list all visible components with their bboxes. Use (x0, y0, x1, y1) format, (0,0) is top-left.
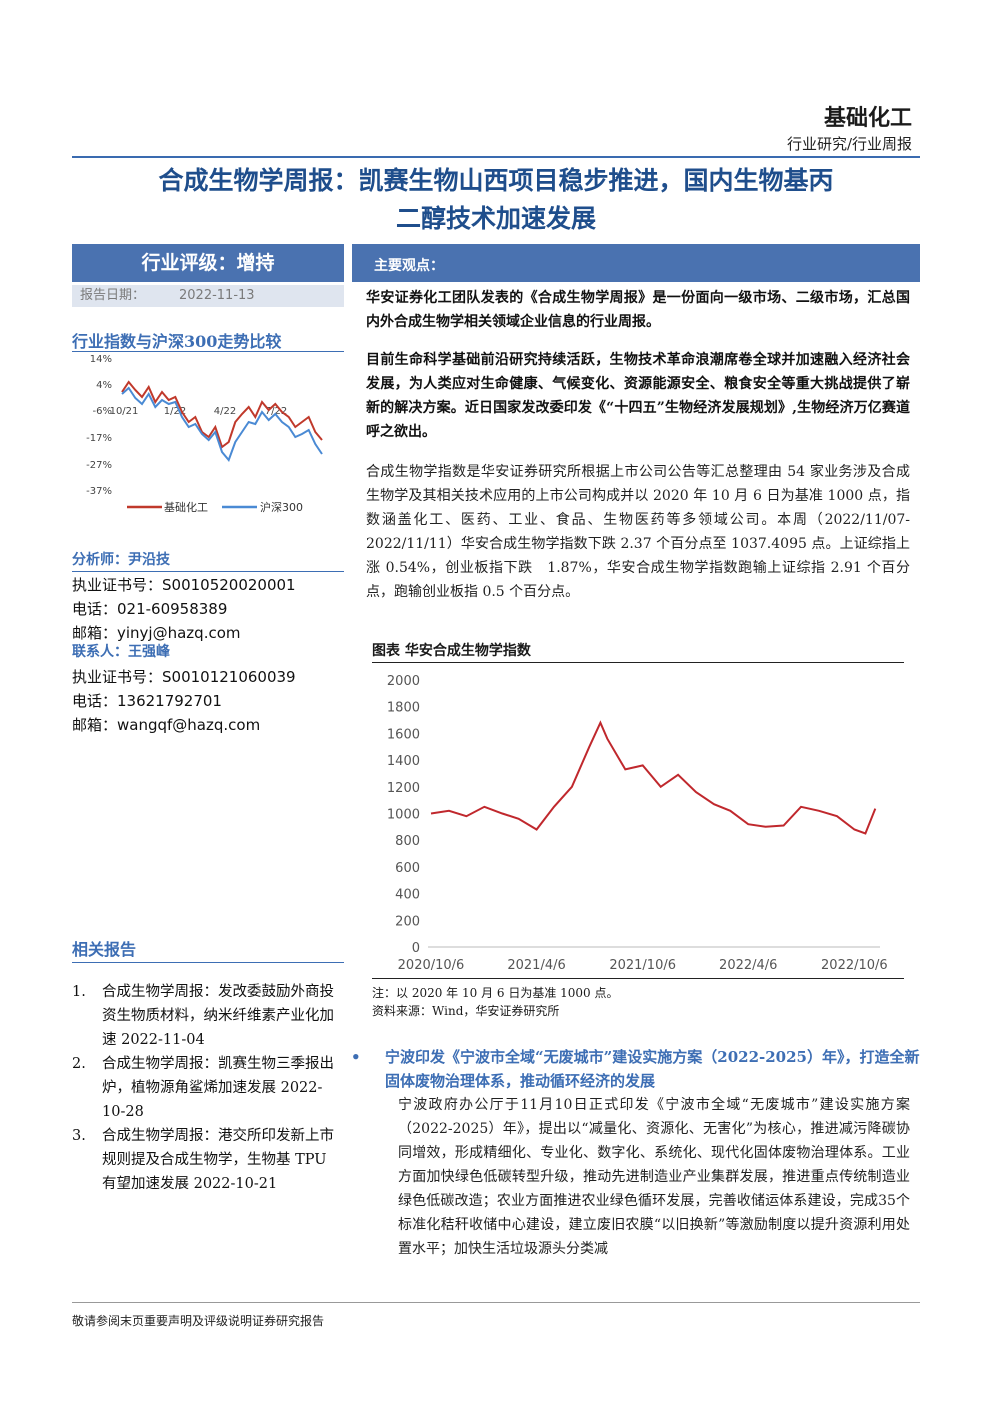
chart-title-rule (372, 662, 904, 663)
related-rule (72, 962, 344, 963)
report-title: 合成生物学周报：凯赛生物山西项目稳步推进，国内生物基丙 二醇技术加速发展 (72, 162, 920, 238)
y-tick-label: 1200 (387, 781, 420, 796)
contact-info: 执业证书号：S0010121060039 电话：13621792701 邮箱：w… (72, 665, 344, 737)
date-label: 报告日期： (80, 288, 146, 303)
x-tick-label: 2020/10/6 (398, 958, 465, 973)
related-num: 3. (72, 1128, 86, 1144)
chart-source: 资料来源：Wind，华安证券研究所 (372, 1004, 560, 1018)
mini-x-tick: 4/22 (214, 406, 236, 417)
legend-hs300: 沪深300 (260, 500, 303, 514)
date-value: 2022-11-13 (179, 288, 255, 303)
related-num: 2. (72, 1056, 86, 1072)
mini-series-hs300 (121, 386, 323, 462)
index-series-line (430, 720, 877, 835)
x-tick-label: 2021/10/6 (609, 958, 676, 973)
related-num: 1. (72, 984, 86, 1000)
mini-y-tick: -17% (86, 433, 112, 444)
related-text: 合成生物学周报：港交所印发新上市规则提及合成生物学，生物基 TPU 有望加速发展… (102, 1128, 334, 1192)
title-line-2: 二醇技术加速发展 (395, 204, 596, 233)
related-text: 合成生物学周报：发改委鼓励外商投资生物质材料，纳米纤维素产业化加速 2022-1… (102, 984, 334, 1048)
report-type: 行业研究/行业周报 (786, 135, 912, 153)
y-tick-label: 1800 (387, 701, 420, 716)
analyst-info: 执业证书号：S0010520020001 电话：021-60958389 邮箱：… (72, 573, 344, 645)
y-tick-label: 800 (395, 834, 420, 849)
mini-x-tick: 1/22 (164, 406, 186, 417)
y-tick-label: 2000 (387, 674, 420, 689)
related-item[interactable]: 3. 合成生物学周报：港交所印发新上市规则提及合成生物学，生物基 TPU 有望加速… (72, 1124, 342, 1196)
y-tick-label: 1600 (387, 727, 420, 742)
y-tick-label: 1000 (387, 808, 420, 823)
chart-bottom-rule (372, 978, 904, 979)
mini-chart-rule (72, 351, 344, 352)
bullet-icon: • (351, 1048, 361, 1066)
y-tick-label: 400 (395, 888, 420, 903)
rating-box: 行业评级：增持 (72, 244, 344, 282)
related-item[interactable]: 2. 合成生物学周报：凯赛生物三季报出炉，植物源角鲨烯加速发展 2022-10-2… (72, 1052, 342, 1124)
header-rule (72, 156, 920, 158)
analyst-phone: 电话：021-60958389 (72, 600, 228, 618)
y-tick-label: 600 (395, 861, 420, 876)
chart-title: 图表 华安合成生物学指数 (372, 643, 531, 659)
intro-paragraph: 华安证券化工团队发表的《合成生物学周报》是一份面向一级市场、二级市场，汇总国内外… (366, 290, 910, 330)
industry-label: 基础化工 (823, 105, 912, 131)
mini-y-tick: 14% (90, 354, 112, 365)
contact-email[interactable]: 邮箱：wangqf@hazq.com (72, 716, 261, 734)
index-chart: 0 200 400 600 800 1000 1200 1400 1600 1800 2000 20… (387, 674, 888, 973)
x-tick-label: 2021/4/6 (507, 958, 565, 973)
news-item: • 宁波印发《宁波市全域“无废城市”建设实施方案（2022-2025）年》，打造… (351, 1045, 920, 1093)
contact-cert: 执业证书号：S0010121060039 (72, 668, 296, 686)
index-paragraph: 合成生物学指数是华安证券研究所根据上市公司公告等汇总整理由 54 家业务涉及合成… (366, 464, 910, 600)
footer-rule (72, 1302, 920, 1303)
analyst-cert: 执业证书号：S0010520020001 (72, 576, 296, 594)
x-tick-label: 2022/4/6 (719, 958, 777, 973)
report-date: 报告日期： 2022-11-13 (72, 285, 344, 307)
x-tick-label: 2022/10/6 (821, 958, 888, 973)
footer-text: 敬请参阅末页重要声明及评级说明证券研究报告 (72, 1314, 325, 1328)
analyst-email[interactable]: 邮箱：yinyj@hazq.com (72, 624, 241, 642)
mini-chart: 14% 4% -6% -17% -27% -37% 10/21 1/22 4/22 7/22 基… (86, 354, 323, 514)
mini-chart-title: 行业指数与沪深300走势比较 (72, 332, 282, 351)
title-line-1: 合成生物学周报：凯赛生物山西项目稳步推进，国内生物基丙 (158, 166, 834, 195)
y-tick-label: 1400 (387, 754, 420, 769)
y-tick-label: 0 (412, 941, 420, 956)
analyst-heading: 分析师：尹沿技 (72, 552, 170, 568)
context-paragraph: 目前生命科学基础前沿研究持续活跃，生物技术革命浪潮席卷全球并加速融入经济社会发展… (366, 352, 910, 440)
legend-industry: 基础化工 (164, 500, 208, 514)
main-view-header: 主要观点： (352, 244, 920, 282)
y-tick-label: 200 (395, 914, 420, 929)
contact-heading: 联系人：王强峰 (72, 644, 170, 660)
related-item[interactable]: 1. 合成生物学周报：发改委鼓励外商投资生物质材料，纳米纤维素产业化加速 2022… (72, 980, 342, 1052)
analyst-rule (72, 571, 344, 572)
contact-phone: 电话：13621792701 (72, 692, 222, 710)
mini-x-tick: 7/22 (265, 406, 287, 417)
mini-y-tick: -37% (86, 486, 112, 497)
related-heading: 相关报告 (72, 940, 137, 959)
mini-y-tick: -6% (93, 406, 112, 417)
mini-y-tick: -27% (86, 460, 112, 471)
news-body: 宁波政府办公厅于11月10日正式印发《宁波市全域“无废城市”建设实施方案（202… (398, 1097, 910, 1257)
mini-series-industry (121, 380, 323, 449)
related-list: 1. 合成生物学周报：发改委鼓励外商投资生物质材料，纳米纤维素产业化加速 2022… (72, 980, 342, 1196)
news-heading: 宁波印发《宁波市全域“无废城市”建设实施方案（2022-2025）年》，打造全新… (385, 1048, 920, 1090)
related-text: 合成生物学周报：凯赛生物三季报出炉，植物源角鲨烯加速发展 2022-10-28 (102, 1056, 334, 1120)
mini-x-tick: 10/21 (110, 406, 139, 417)
chart-note: 注：以 2020 年 10 月 6 日为基准 1000 点。 (372, 986, 619, 1000)
mini-y-tick: 4% (96, 380, 112, 391)
